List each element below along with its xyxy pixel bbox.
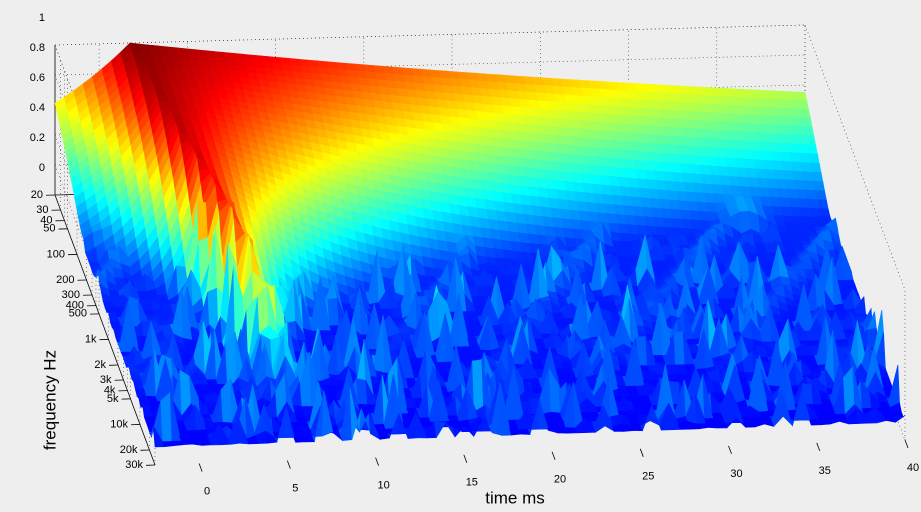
x-tick-label: 25 [642,471,654,483]
x-tick [198,463,203,472]
y-tick-label: 500 [69,308,87,320]
surface-cell [809,162,822,173]
y-tick-label: 1k [85,333,97,345]
surface-cell [814,190,827,201]
surface-cell [797,100,809,110]
surface-cell [752,421,765,428]
x-tick [904,439,909,449]
surface-cell [820,216,833,223]
y-tick-label: 40 [40,214,52,226]
x-axis-label: time ms [485,488,545,507]
surface-cell [893,415,906,423]
z-tick-label: 0.6 [30,72,45,84]
y-tick-label: 30 [36,204,48,216]
z-grid-line [54,24,806,46]
x-tick-label: 35 [819,465,831,477]
x-tick-label: 20 [554,474,566,486]
x-tick [286,460,291,469]
surface-cell [843,279,856,286]
x-tick-label: 10 [377,480,389,492]
z-tick-label: 0.8 [30,42,45,54]
surface-cell [434,421,447,439]
x-tick [728,445,732,455]
z-tick-label: 0.4 [30,102,45,114]
y-tick-label: 10k [110,418,128,430]
x-tick-label: 15 [466,477,478,489]
x-tick [375,457,379,466]
y-tick-label: 200 [56,274,74,286]
y-tick-label: 2k [94,359,106,371]
y-tick-label: 4k [104,385,116,397]
x-tick [639,448,644,457]
surface-cell [807,153,820,164]
surface-cell [811,171,824,183]
x-tick [551,451,556,460]
surface-cell [805,144,818,155]
x-tick-label: 5 [292,482,298,494]
x-tick-label: 40 [907,462,919,474]
labels: 00.20.40.60.810 5 10 15 20 25 30 35 402030405010… [30,12,919,498]
box-edge [804,24,906,291]
surface-cell [813,180,825,192]
surface-cell [798,108,811,119]
z-tick-label: 0.2 [30,132,45,144]
surface-cell [841,246,854,281]
x-tick-label: 30 [730,468,742,480]
x-tick [816,442,821,452]
z-tick-label: 1 [39,12,45,24]
y-tick-label: 100 [47,248,65,260]
y-tick-label: 400 [66,300,84,312]
y-axis-label: frequency Hz [40,350,59,450]
surface-cell [804,135,817,146]
x-tick [463,454,468,463]
y-tick-label: 30k [125,459,143,471]
x-tick-label: 0 [204,485,210,497]
surface-cell [816,199,829,210]
y-tick-label: 50 [43,223,55,235]
surface [54,42,906,448]
z-tick-label: 0 [39,162,45,174]
surface-cell [845,284,858,291]
y-tick-label: 20 [31,189,43,201]
surface-cell [802,126,815,137]
y-tick-label: 20k [120,444,138,456]
y-tick-label: 300 [62,289,80,301]
surface-cell [795,91,808,102]
surface-cell [800,117,813,128]
box-edge [54,194,156,466]
y-tick-label: 3k [100,374,112,386]
surface-cell [818,208,831,218]
y-tick-label: 5k [107,393,119,405]
surface-cell [827,418,840,425]
